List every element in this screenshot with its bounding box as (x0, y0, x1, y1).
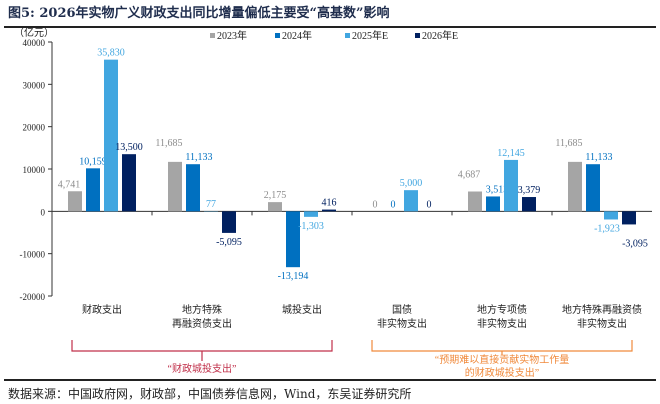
data-label: 0 (373, 199, 378, 210)
bar (122, 154, 136, 212)
y-tick-label: 40000 (23, 38, 46, 48)
group-label: “财政城投支出” (168, 362, 237, 375)
x-tick-label: 地方特殊 (182, 303, 222, 316)
data-label: 3,379 (518, 185, 541, 196)
bar (504, 159, 518, 212)
data-label: 4,741 (58, 179, 81, 190)
y-tick-label: -10000 (20, 250, 46, 260)
bar (304, 211, 318, 217)
x-tick-label: 非实物支出 (377, 317, 427, 330)
data-label: 11,685 (155, 138, 182, 149)
y-tick-label: 10000 (23, 165, 46, 175)
x-tick-label: 再融资债支出 (172, 317, 232, 330)
bar (604, 211, 618, 220)
group-label: “预期难以直接贡献实物工作量 (435, 353, 569, 366)
x-tick-label: 非实物支出 (477, 317, 527, 330)
data-label: 0 (391, 199, 396, 210)
x-tick-label: 地方特殊再融资债 (562, 303, 642, 316)
legend-label: 2023年 (217, 29, 247, 42)
data-label: 416 (322, 198, 337, 209)
bar (468, 191, 482, 212)
bar (86, 168, 100, 212)
bar (68, 191, 82, 212)
group-label: 的财政城投支出” (465, 366, 539, 379)
bar (404, 190, 418, 212)
bar (522, 197, 536, 212)
data-label: 11,685 (555, 138, 582, 149)
data-label: 35,830 (97, 48, 125, 59)
bar (586, 164, 600, 212)
data-label: 11,133 (585, 152, 612, 163)
data-label: -1,923 (594, 223, 620, 234)
x-tick-label: 国债 (392, 303, 412, 316)
group-bracket (371, 340, 633, 355)
legend-label: 2024年 (282, 29, 312, 42)
y-tick-label: 20000 (23, 123, 46, 133)
data-label: 10,159 (79, 156, 107, 167)
data-label: 5,000 (400, 178, 423, 189)
unit-label: （亿元） (14, 26, 54, 39)
data-label: 2,175 (264, 190, 287, 201)
legend-swatch (345, 33, 350, 38)
data-label: 11,133 (185, 152, 212, 163)
x-tick-label: 城投支出 (282, 303, 322, 316)
x-tick-label: 非实物支出 (577, 317, 627, 330)
bar (104, 59, 118, 212)
x-tick-label: 地方专项债 (477, 303, 527, 316)
bar-chart: （亿元） -20000 -10000 0 10000 20000 30000 40000 202… (14, 26, 652, 379)
legend-label: 2026年E (422, 29, 458, 42)
bar (286, 211, 300, 268)
bar (568, 161, 582, 212)
bar (322, 209, 336, 212)
bar (186, 164, 200, 212)
bar (622, 211, 636, 225)
data-label: -13,194 (278, 271, 309, 282)
legend-label: 2025年E (352, 29, 388, 42)
legend-swatch (210, 33, 215, 38)
y-tick-label: 0 (41, 207, 46, 217)
legend-swatch (415, 33, 420, 38)
data-label: -5,095 (216, 237, 242, 248)
y-tick-label: -20000 (20, 292, 46, 302)
data-label: 77 (206, 199, 216, 210)
data-label: -3,095 (622, 238, 648, 249)
footer-divider (4, 379, 656, 381)
chart-title: 图5: 2026年实物广义财政支出同比增量偏低主要受“高基数”影响 (8, 6, 390, 21)
data-label: 3,513 (486, 184, 509, 195)
group-bracket (71, 340, 333, 361)
data-label: -1,303 (298, 221, 324, 232)
source-note: 数据来源：中国政府网，财政部，中国债券信息网，Wind，东吴证券研究所 (8, 387, 412, 401)
bar (268, 202, 282, 212)
bar (486, 196, 500, 212)
bar (222, 211, 236, 233)
data-label: 0 (427, 199, 432, 210)
legend-swatch (275, 33, 280, 38)
x-tick-label: 财政支出 (82, 303, 122, 316)
title-divider (4, 26, 656, 28)
data-label: 13,500 (115, 142, 143, 153)
data-label: 12,145 (497, 148, 525, 159)
bar (168, 161, 182, 212)
y-tick-label: 30000 (23, 80, 46, 90)
data-label: 4,687 (458, 169, 481, 180)
